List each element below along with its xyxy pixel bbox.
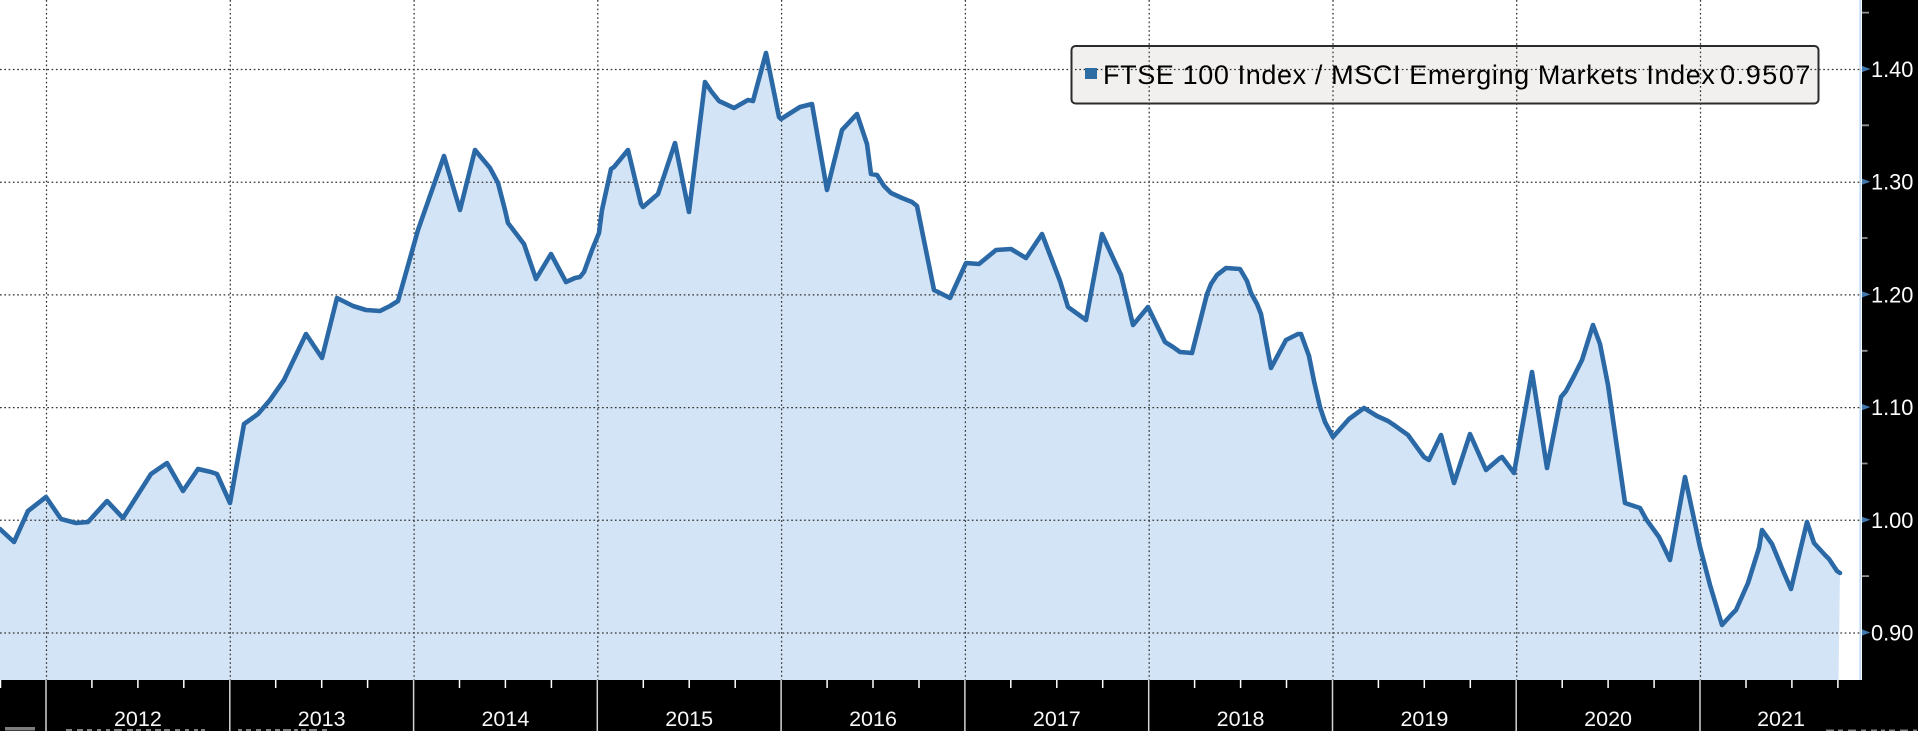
- svg-text:1.20: 1.20: [1871, 282, 1913, 307]
- svg-text:2016: 2016: [849, 707, 897, 731]
- svg-text:1.40: 1.40: [1871, 57, 1913, 82]
- svg-text:1.00: 1.00: [1871, 508, 1913, 533]
- svg-text:FTSE 100 Index / MSCI Emerging: FTSE 100 Index / MSCI Emerging Markets I…: [1103, 60, 1716, 90]
- svg-text:2014: 2014: [481, 707, 529, 731]
- svg-text:2018: 2018: [1217, 707, 1265, 731]
- svg-text:2021: 2021: [1757, 707, 1805, 731]
- svg-text:2015: 2015: [665, 707, 713, 731]
- svg-text:0.9507: 0.9507: [1720, 60, 1812, 90]
- svg-text:1.10: 1.10: [1871, 395, 1913, 420]
- svg-text:2017: 2017: [1033, 707, 1081, 731]
- svg-text:2012: 2012: [114, 707, 162, 731]
- svg-text:1.30: 1.30: [1871, 170, 1913, 195]
- svg-text:0.90: 0.90: [1871, 621, 1913, 646]
- svg-text:2019: 2019: [1400, 707, 1448, 731]
- svg-text:2013: 2013: [298, 707, 346, 731]
- svg-text:2020: 2020: [1584, 707, 1632, 731]
